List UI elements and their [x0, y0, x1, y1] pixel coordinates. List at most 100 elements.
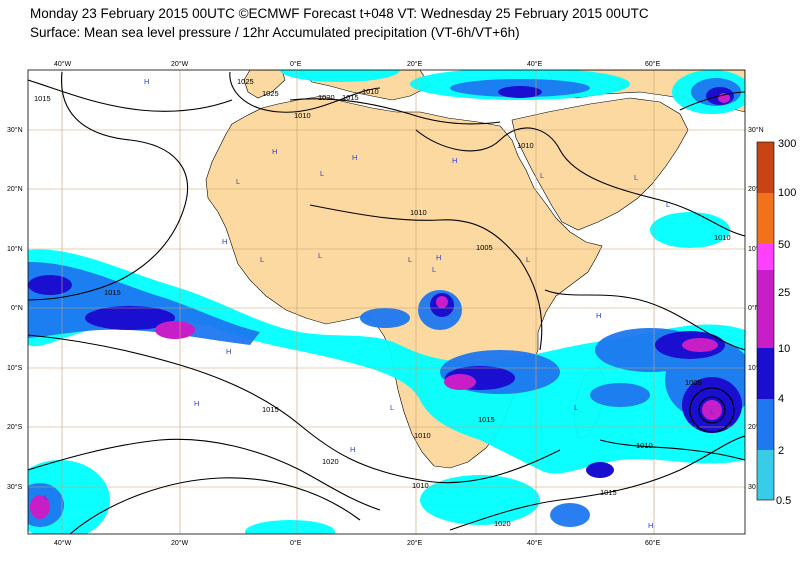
isobar-label: 1015 [104, 288, 121, 297]
colorbar-label: 0.5 [776, 495, 791, 507]
low-center: L [236, 177, 240, 186]
precip-band-cyan [28, 249, 745, 474]
isobar-1015-west [28, 71, 189, 301]
lat-tick-label: 30°S [7, 483, 23, 491]
isobar-label: 1005 [476, 243, 493, 252]
high-center: H [194, 399, 199, 408]
precipitation-layer [28, 70, 745, 534]
high-center: H [596, 311, 601, 320]
isobar-label: 1015 [34, 94, 51, 103]
lon-tick-label: 60°E [645, 60, 661, 68]
colorbar-label: 300 [778, 138, 796, 150]
lat-tick-label: 20°N [7, 185, 23, 193]
isobar-label: 1010 [714, 233, 731, 242]
lat-tick-label: 20°N [748, 185, 764, 193]
colorbar-swatch-4 [757, 399, 774, 450]
lon-tick-label: 40°W [54, 539, 72, 547]
isobar-label: 1020 [494, 519, 511, 528]
lon-tick-label: 40°E [527, 539, 543, 547]
lon-tick-label: 20°E [407, 539, 423, 547]
lat-tick-label: 10°N [748, 245, 764, 253]
isobar-label: 1010 [410, 208, 427, 217]
high-center: H [350, 445, 355, 454]
low-center: L [432, 265, 436, 274]
isobar-label: 1015 [600, 488, 617, 497]
isobar-label: 1010 [517, 141, 534, 150]
colorbar-swatch-2 [757, 450, 774, 500]
lon-tick-label: 60°E [645, 539, 661, 547]
colorbar-label: 50 [778, 239, 790, 251]
colorbar-swatch-25 [757, 270, 774, 348]
isobar-1010-north [415, 127, 745, 237]
lon-tick-label: 0°E [290, 539, 302, 547]
isobar-label: 1015 [478, 415, 495, 424]
isobar-label: 1025 [237, 77, 254, 86]
colorbar-swatch-50 [757, 244, 774, 270]
colorbar-label: 100 [778, 187, 796, 199]
low-center: L [260, 255, 264, 264]
low-center: L [320, 169, 324, 178]
lon-tick-label: 40°E [527, 60, 543, 68]
low-center: L [634, 173, 638, 182]
lat-tick-label: 30°N [7, 126, 23, 134]
low-center: L [540, 171, 544, 180]
low-center: L [318, 251, 322, 260]
colorbar-label: 2 [778, 445, 784, 457]
lat-tick-label: 0°N [748, 304, 760, 312]
colorbar-label: 4 [778, 393, 784, 405]
chart-title-line2: Surface: Mean sea level pressure / 12hr … [30, 25, 520, 40]
lat-tick-label: 30 [748, 484, 756, 491]
lat-ticks-right: 30°N 20°N 10°N 0°N 10°S 20°S 30 [748, 126, 764, 491]
lat-tick-label: 20°S [7, 423, 23, 431]
isobar-label: 1020 [322, 457, 339, 466]
isobar-label: 1005 [685, 378, 702, 387]
lat-tick-label: 0°N [11, 304, 23, 312]
lon-tick-label: 20°W [171, 60, 189, 68]
low-center: L [408, 255, 412, 264]
arabia-land [511, 97, 689, 231]
isobar-label: 1015 [262, 405, 279, 414]
high-center: H [436, 253, 441, 262]
isobar-1025 [229, 71, 381, 113]
map-frame [27, 69, 746, 535]
isobar-label: 1015 [342, 93, 359, 102]
low-center: L [526, 255, 530, 264]
high-center: H [222, 237, 227, 246]
precipitation-colorbar: 300 100 50 25 10 4 2 0.5 [756, 138, 796, 507]
high-center: H [648, 521, 653, 530]
isobar-label: 1010 [414, 431, 431, 440]
isobar-label: 1010 [412, 481, 429, 490]
isobar-label: 1020 [318, 93, 335, 102]
lon-tick-label: 0°E [290, 60, 302, 68]
high-center: H [452, 156, 457, 165]
chart-title-line1: Monday 23 February 2015 00UTC ©ECMWF For… [30, 6, 649, 21]
isobar-label: 1025 [262, 89, 279, 98]
high-center: H [272, 147, 277, 156]
isobar-label: 1010 [362, 87, 379, 96]
lon-ticks-bottom: 40°W 20°W 0°E 20°E 40°E 60°E [54, 539, 661, 547]
high-center: H [352, 153, 357, 162]
low-center: L [710, 407, 714, 416]
pressure-centers: H H H H L L H L L L L H L L L H H L H H … [44, 77, 714, 530]
high-center: H [226, 347, 231, 356]
isobar-label: 1010 [294, 111, 311, 120]
lon-tick-label: 20°E [407, 60, 423, 68]
graticule [28, 70, 745, 534]
lat-tick-label: 20°S [748, 423, 764, 431]
colorbar-label: 10 [778, 343, 790, 355]
isobar-labels: 1015 1025 1025 1020 1015 1010 1010 1010 … [34, 77, 731, 528]
isobars [28, 71, 745, 534]
lat-ticks-left: 30°N 20°N 10°N 0°N 10°S 20°S 30°S [7, 126, 23, 491]
lon-tick-label: 20°W [171, 539, 189, 547]
lat-tick-label: 10°N [7, 245, 23, 253]
low-center: L [574, 403, 578, 412]
lat-tick-label: 30°N [748, 126, 764, 134]
lat-tick-label: 10°S [7, 364, 23, 372]
colorbar-swatch-300 [757, 142, 774, 193]
low-center: L [666, 200, 670, 209]
isobar-label: 1010 [636, 441, 653, 450]
colorbar-swatch-100 [757, 193, 774, 244]
low-center: L [390, 403, 394, 412]
colorbar-swatch-10 [757, 348, 774, 399]
